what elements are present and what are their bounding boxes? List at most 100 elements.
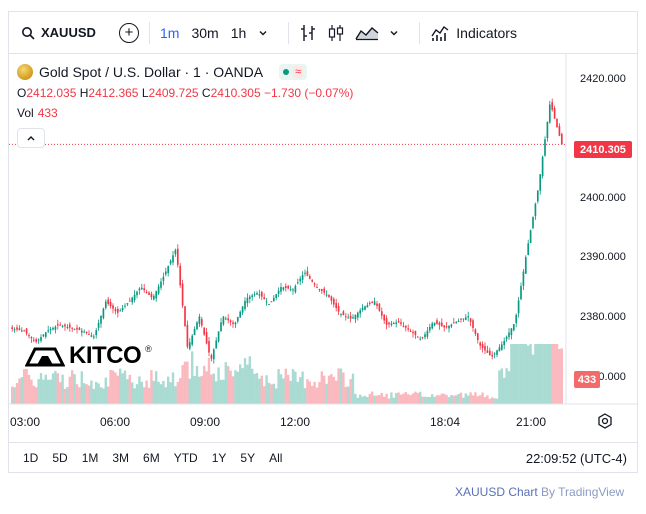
ohlc-values: O2412.035 H2412.365 L2409.725 C2410.305 … [17, 86, 353, 100]
candle-body [164, 271, 167, 275]
volume-bar [560, 348, 563, 404]
candle-body [152, 295, 155, 300]
candle-body [68, 324, 71, 328]
volume-bar [503, 377, 506, 404]
interval-1m[interactable]: 1m [160, 24, 180, 41]
candle-body [104, 301, 107, 308]
candle-body [308, 276, 311, 279]
volume-bar [311, 385, 314, 404]
candle-body [397, 321, 400, 323]
candle-body [407, 328, 410, 330]
symbol-search[interactable]: XAUUSD [21, 25, 117, 40]
settings-gear-icon[interactable] [597, 413, 613, 429]
clock-timezone[interactable]: 22:09:52 (UTC-4) [525, 451, 627, 466]
volume-bar [402, 393, 405, 404]
candle-body [289, 289, 292, 291]
candle-body [472, 320, 474, 329]
volume-bar [241, 368, 244, 404]
price-tick-label: 2380.000 [580, 311, 626, 323]
volume-bar [102, 388, 105, 404]
volume-bar [277, 369, 280, 404]
range-1m[interactable]: 1M [81, 450, 99, 465]
range-5y[interactable]: 5Y [240, 450, 256, 465]
candle-body [28, 335, 30, 337]
price-chart[interactable] [9, 54, 637, 442]
candle-body [352, 317, 354, 319]
volume-bar [188, 378, 191, 404]
volume-bar [459, 392, 463, 404]
candles-icon[interactable] [327, 23, 345, 43]
candle-body [95, 330, 98, 336]
candle-body [210, 355, 213, 359]
volume-bar [435, 395, 439, 404]
volume-bar [488, 398, 491, 404]
chevron-down-icon[interactable] [389, 28, 399, 38]
volume-bar [135, 384, 139, 404]
attribution-rest[interactable]: By TradingView [541, 485, 625, 499]
volume-bar [351, 373, 355, 404]
volume-bar [387, 398, 391, 404]
candle-body [100, 315, 102, 324]
candle-body [232, 322, 234, 324]
volume-label: Vol [17, 106, 34, 120]
volume-bar [409, 395, 412, 404]
volume-bar [15, 383, 19, 404]
candle-body [412, 331, 414, 334]
candle-body [316, 286, 318, 288]
interval-30m[interactable]: 30m [191, 24, 219, 41]
candle-body [323, 288, 326, 293]
compare-plus-icon[interactable]: + [119, 22, 139, 43]
volume-bar [515, 344, 518, 404]
attribution-symbol[interactable]: XAUUSD Chart [455, 485, 538, 499]
range-1y[interactable]: 1Y [211, 450, 227, 465]
volume-bar [37, 379, 40, 404]
candle-body [131, 297, 134, 303]
candle-body [220, 322, 222, 332]
attribution[interactable]: XAUUSD Chart By TradingView [455, 485, 624, 499]
volume-bar [186, 361, 189, 404]
candle-body [313, 283, 316, 285]
volume-bar [183, 361, 187, 404]
volume-bar [32, 385, 35, 404]
candle-body [160, 281, 162, 288]
area-chart-icon[interactable] [355, 25, 379, 41]
candle-body [440, 322, 443, 327]
volume-bar [474, 392, 477, 404]
volume-bar [260, 375, 263, 404]
range-6m[interactable]: 6M [143, 450, 160, 465]
bar-chart-icon[interactable] [299, 23, 317, 43]
volume-bar [455, 395, 458, 404]
candle-body [299, 278, 302, 282]
volume-bar [291, 369, 295, 404]
volume-bar [354, 393, 357, 404]
indicators-button[interactable]: Indicators [430, 24, 517, 42]
chevron-down-icon[interactable] [258, 28, 268, 38]
volume-bar [498, 370, 501, 404]
candle-body [109, 301, 112, 307]
candle-body [400, 322, 402, 325]
volume-bar [11, 386, 14, 404]
range-5d[interactable]: 5D [52, 450, 68, 465]
market-status-pill[interactable]: ≈ [279, 64, 308, 80]
collapse-legend-button[interactable] [17, 128, 45, 148]
candle-body [529, 230, 532, 243]
volume-bar [248, 356, 251, 404]
volume-bar [443, 393, 446, 404]
candle-body [102, 308, 105, 319]
candle-body [419, 338, 422, 340]
volume-bar [246, 364, 249, 404]
range-all[interactable]: All [269, 450, 283, 465]
candle-body [121, 308, 124, 311]
volume-bar [243, 358, 247, 404]
range-1d[interactable]: 1D [23, 450, 39, 465]
candle-body [30, 337, 33, 339]
candle-body [354, 314, 357, 320]
volume-bar [231, 376, 235, 404]
range-ytd[interactable]: YTD [173, 450, 198, 465]
volume-bar [512, 344, 515, 404]
candle-body [522, 271, 525, 286]
volume-bar [267, 382, 271, 404]
range-3m[interactable]: 3M [112, 450, 130, 465]
interval-1h[interactable]: 1h [230, 24, 247, 41]
volume-bar [18, 378, 21, 404]
